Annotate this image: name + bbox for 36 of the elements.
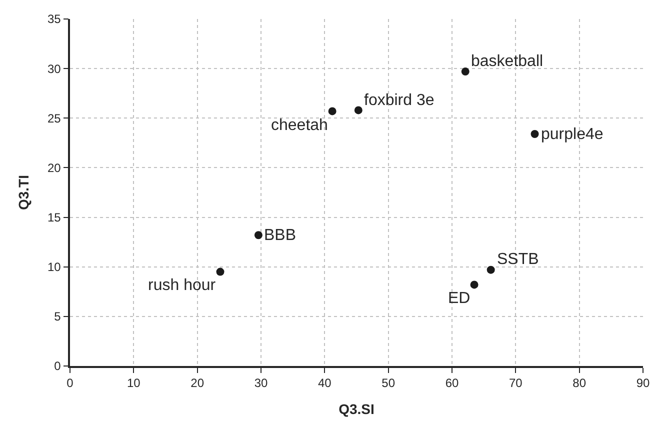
y-axis-title: Q3.TI [16, 174, 32, 210]
annotation: rush hour [148, 277, 216, 294]
x-tick-label: 20 [190, 376, 204, 390]
x-tick-label: 60 [445, 376, 459, 390]
point [530, 130, 539, 138]
point [354, 106, 362, 114]
y-tick-label: 5 [54, 310, 62, 324]
annotation: purple4e [541, 126, 604, 143]
point [328, 107, 336, 116]
x-tick-label: 10 [126, 376, 141, 390]
annotation: basketball [471, 53, 544, 70]
y-tick-label: 10 [47, 260, 62, 274]
annotation: ED [448, 290, 470, 307]
x-tick-label: 0 [66, 376, 74, 390]
point [470, 280, 478, 289]
x-axis-title: Q3.SI [338, 400, 374, 417]
annotation: cheetah [271, 117, 328, 134]
y-tick-label: 25 [47, 111, 62, 126]
x-tick-label: 40 [318, 376, 332, 390]
point [254, 231, 262, 240]
annotation: SSTB [497, 251, 539, 268]
point [461, 68, 470, 76]
annotation: BBB [264, 227, 296, 244]
y-tick-label: 15 [47, 210, 62, 224]
x-tick-label: 80 [572, 376, 586, 390]
x-tick-label: 50 [382, 376, 396, 390]
point [216, 268, 224, 276]
x-tick-label: 30 [254, 376, 268, 390]
point [486, 266, 495, 274]
annotation: foxbird 3e [364, 92, 434, 109]
y-tick-label: 30 [47, 62, 62, 76]
x-tick-label: 90 [636, 376, 650, 390]
y-tick-label: 20 [47, 160, 62, 175]
x-tick-label: 70 [508, 376, 523, 390]
y-tick-label: 0 [54, 359, 62, 374]
y-tick-label: 35 [47, 12, 62, 26]
